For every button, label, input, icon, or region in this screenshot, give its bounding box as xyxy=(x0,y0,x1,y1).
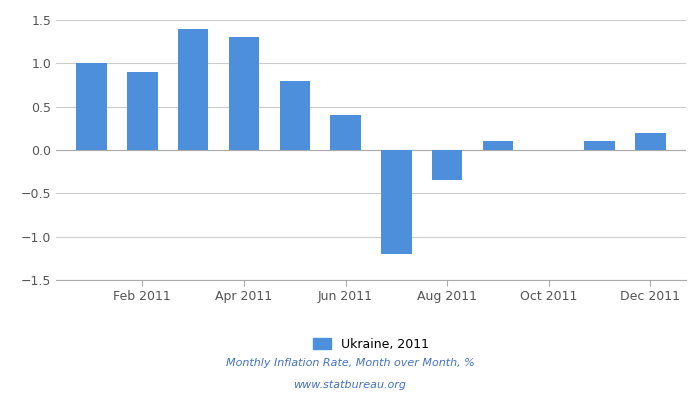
Bar xyxy=(127,72,158,150)
Text: Monthly Inflation Rate, Month over Month, %: Monthly Inflation Rate, Month over Month… xyxy=(225,358,475,368)
Bar xyxy=(584,141,615,150)
Bar xyxy=(178,29,209,150)
Legend: Ukraine, 2011: Ukraine, 2011 xyxy=(307,333,435,356)
Bar xyxy=(432,150,463,180)
Bar xyxy=(76,63,107,150)
Bar xyxy=(330,115,360,150)
Bar xyxy=(635,133,666,150)
Bar xyxy=(382,150,412,254)
Bar xyxy=(229,37,259,150)
Bar xyxy=(483,141,513,150)
Text: www.statbureau.org: www.statbureau.org xyxy=(293,380,407,390)
Bar xyxy=(279,81,310,150)
